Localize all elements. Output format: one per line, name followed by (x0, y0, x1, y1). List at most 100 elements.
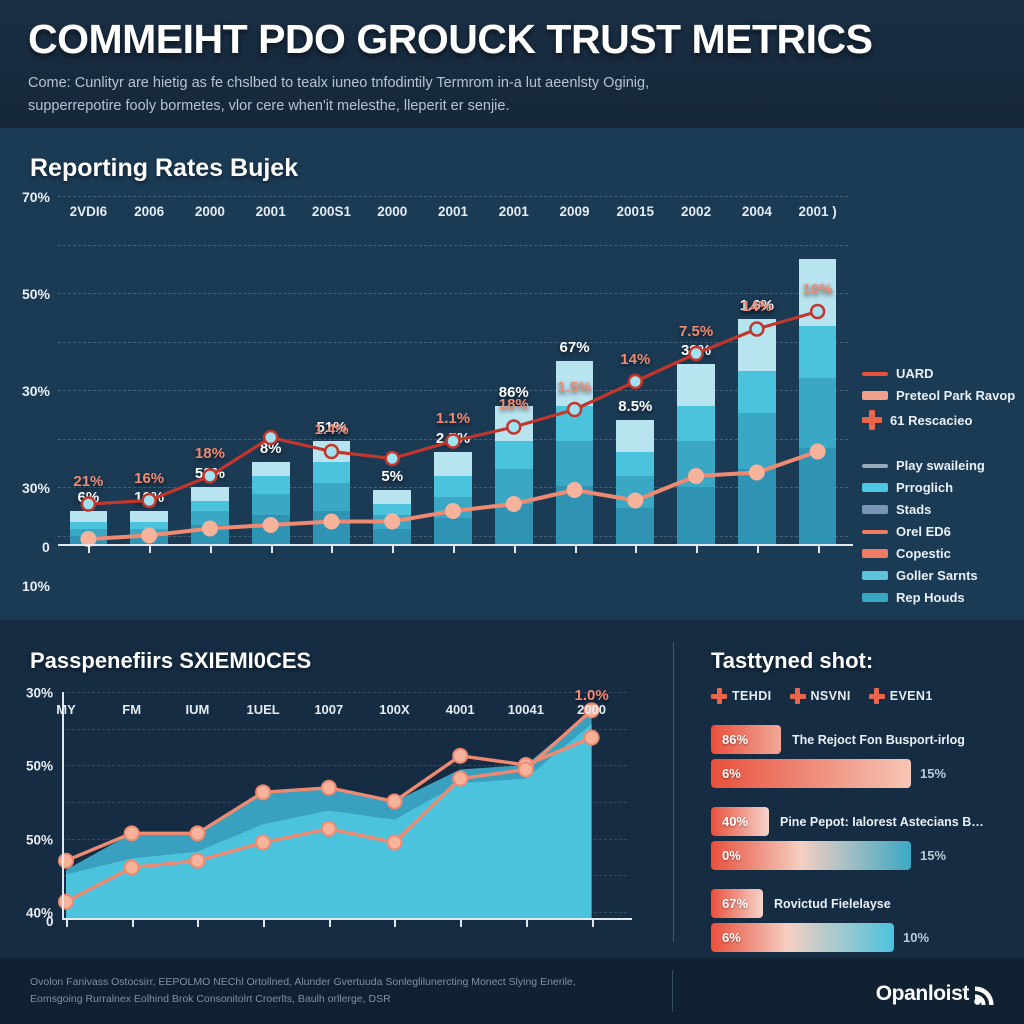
stats-group-header: 86% The Rejoct Fon Busport-irlog (711, 725, 991, 754)
data-point[interactable] (323, 513, 340, 530)
legend-swatch-box-icon (862, 391, 888, 400)
legend-group-secondary: Play swaileing Prroglich Stads Orel ED6 Cope… (862, 458, 1022, 605)
legend-item[interactable]: Rep Houds (862, 590, 1022, 605)
y-axis-label: 30% (21, 383, 50, 400)
bar[interactable] (738, 318, 776, 546)
area-data-point[interactable] (189, 825, 206, 842)
bar[interactable] (251, 462, 290, 546)
data-point[interactable] (566, 482, 583, 498)
stats-group-bar: 0% 15% (711, 841, 991, 870)
bar-segment (434, 518, 472, 546)
data-point[interactable] (201, 520, 218, 537)
data-point[interactable] (505, 496, 522, 512)
area-data-point[interactable] (189, 852, 206, 869)
legend-item[interactable]: 61 Rescacieo (862, 410, 1022, 430)
stats-tag[interactable]: EVEN1 (868, 688, 933, 704)
legend-item-label: Stads (896, 502, 932, 517)
data-point[interactable] (749, 321, 765, 337)
area-gridline: 50% (26, 765, 627, 847)
area-data-point[interactable] (386, 793, 403, 810)
legend-item-label: Play swaileing (896, 458, 985, 473)
stats-tag-list: TEHDI NSVNI EVEN1 (711, 688, 933, 704)
data-point[interactable] (566, 401, 583, 418)
bar[interactable] (616, 420, 655, 546)
area-data-point[interactable] (386, 834, 403, 851)
legend-item[interactable]: Copestic (862, 546, 1022, 561)
area-data-point[interactable] (255, 834, 272, 851)
data-point[interactable] (80, 531, 97, 547)
area-data-point[interactable] (452, 770, 469, 787)
stats-chip[interactable]: 86% (711, 725, 781, 754)
legend-item[interactable]: Goller Sarnts (862, 568, 1022, 583)
area-data-point[interactable] (452, 747, 469, 764)
stats-bar[interactable]: 6% (711, 759, 911, 788)
bar-segment (69, 511, 108, 522)
area-data-point[interactable] (583, 729, 600, 746)
bar-value-label: 67% (559, 338, 590, 356)
data-point[interactable] (262, 429, 279, 446)
area-data-point[interactable] (123, 859, 140, 876)
bar[interactable] (494, 406, 533, 546)
stats-tag[interactable]: NSVNI (789, 688, 851, 704)
panel-divider (673, 642, 674, 942)
x-axis-tick (270, 546, 273, 553)
data-point[interactable] (262, 517, 279, 533)
bar-segment (738, 469, 776, 546)
bar-segment (251, 493, 290, 515)
stats-tag[interactable]: TEHDI (711, 688, 772, 704)
data-point[interactable] (80, 496, 97, 512)
bar[interactable] (798, 259, 837, 546)
data-point[interactable] (384, 450, 400, 467)
legend-item[interactable]: Preteol Park Ravop (862, 388, 1022, 403)
x-axis-label: 2001 (255, 204, 286, 219)
area-data-point[interactable] (255, 784, 272, 801)
stats-bar[interactable]: 0% (711, 841, 911, 870)
legend-item[interactable]: UARD (862, 366, 1022, 381)
area-data-point[interactable] (583, 702, 600, 719)
data-point[interactable] (445, 503, 461, 519)
legend-item[interactable]: Play swaileing (862, 458, 1022, 473)
bar-segment (373, 528, 412, 546)
data-point[interactable] (688, 345, 704, 362)
bar[interactable] (677, 364, 715, 546)
gridline: 70% (22, 189, 848, 205)
legend-item[interactable]: Prroglich (862, 480, 1022, 495)
legend-item-label: 61 Rescacieo (890, 412, 973, 428)
data-point[interactable] (809, 443, 826, 460)
data-point[interactable] (688, 468, 705, 484)
bar-segment (373, 504, 412, 515)
area-data-point[interactable] (517, 761, 534, 778)
data-point[interactable] (202, 468, 218, 484)
legend-item[interactable]: Orel ED6 (862, 524, 1022, 539)
stats-tag-label: NSVNI (810, 689, 851, 703)
data-point[interactable] (445, 433, 461, 449)
area-x-axis (62, 918, 632, 920)
data-point[interactable] (748, 464, 765, 481)
stats-bar[interactable]: 6% (711, 923, 894, 952)
data-point[interactable] (141, 527, 158, 544)
data-point[interactable] (323, 443, 340, 460)
area-x-axis-label: MY (56, 702, 76, 717)
main-chart-title: Reporting Rates Bujek (30, 154, 299, 182)
stats-chip[interactable]: 40% (711, 807, 769, 836)
area-data-point[interactable] (123, 825, 140, 842)
data-point[interactable] (506, 419, 522, 435)
data-point[interactable] (627, 373, 644, 390)
area-x-axis-tick (328, 920, 331, 927)
data-point[interactable] (627, 492, 644, 509)
area-x-axis-label: 100X (379, 702, 410, 717)
legend-item[interactable]: Stads (862, 502, 1022, 517)
gridline: 10% (22, 390, 848, 594)
stats-chip[interactable]: 67% (711, 889, 763, 918)
x-axis-tick (149, 546, 152, 553)
data-point[interactable] (141, 492, 157, 509)
data-point[interactable] (809, 303, 826, 320)
area-data-point[interactable] (320, 779, 337, 796)
bar-segment (434, 451, 472, 476)
data-point[interactable] (384, 513, 401, 530)
x-axis-tick (635, 546, 638, 553)
stats-label: Pine Pepot: Ialorest Astecians Buded (780, 814, 991, 829)
area-data-point[interactable] (320, 820, 337, 837)
x-axis-label: 2006 (134, 204, 165, 219)
area-y-axis-label: 40% (25, 905, 53, 921)
